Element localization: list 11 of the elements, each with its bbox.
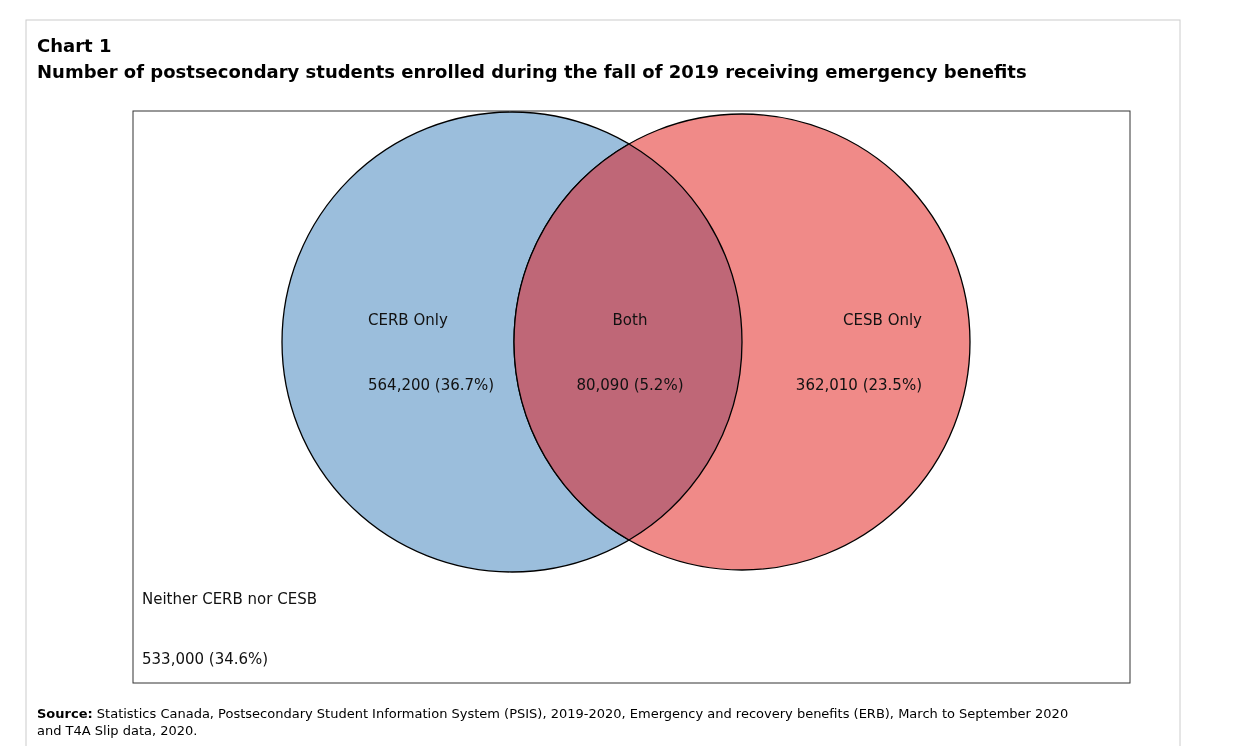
category-label: Neither CERB nor CESB (142, 590, 317, 608)
data-label: 80,090 (5.2%) (576, 376, 684, 394)
data-label: 533,000 (34.6%) (142, 650, 269, 668)
category-label: CERB Only (368, 311, 448, 329)
category-label: CESB Only (843, 311, 923, 329)
category-label: Both (612, 311, 648, 329)
data-label: 564,200 (36.7%) (368, 376, 495, 394)
text: Number of postsecondary students enrolled during the fall of 2019 receiving emergency benefits (37, 61, 1027, 82)
text: Chart 1 (37, 35, 112, 56)
source-note: Source: Statistics Canada, Postsecondary Student Information System (PSIS), 2019-2020, Emergency and recovery benefits (ERB), March to September 2020 and T4A Slip data, 2020. (37, 706, 1069, 738)
data-label: 362,010 (23.5%) (795, 376, 922, 394)
